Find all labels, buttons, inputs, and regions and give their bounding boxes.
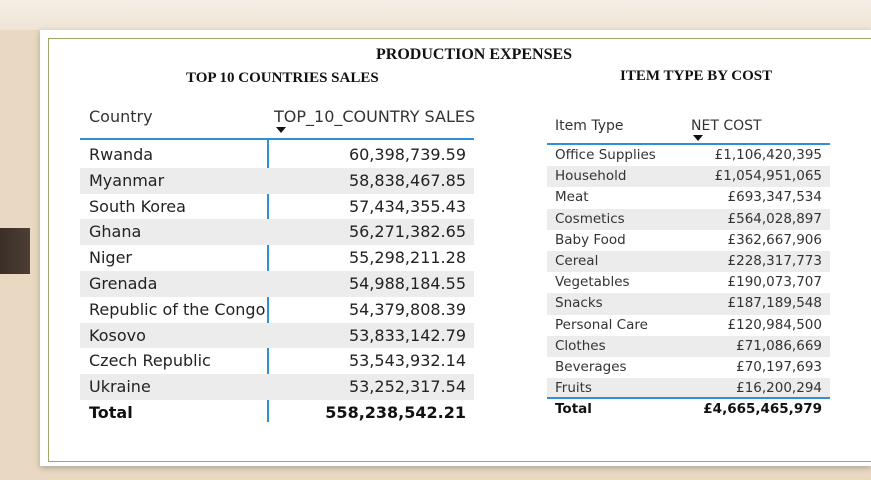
item-cost: £71,086,669 — [736, 337, 822, 354]
country-sales: 54,379,808.39 — [348, 299, 466, 319]
country-sales: 53,252,317.54 — [348, 377, 466, 397]
total-row: Total 558,238,542.21 — [80, 400, 474, 426]
table-row[interactable]: Ghana 56,271,382.65 — [80, 219, 474, 246]
countries-title: TOP 10 COUNTRIES SALES — [186, 70, 379, 86]
item-type: Cereal — [555, 253, 599, 269]
country-sales: 53,543,932.14 — [348, 351, 466, 371]
table-row[interactable]: Vegetables £190,073,707 — [547, 272, 830, 293]
item-cost: £564,028,897 — [727, 210, 822, 227]
total-row: Total £4,665,465,979 — [547, 396, 830, 420]
sort-desc-icon[interactable] — [693, 135, 703, 141]
table-row[interactable]: Rwanda 60,398,739.59 — [80, 142, 474, 168]
country-name: Ukraine — [89, 377, 151, 397]
countries-table: Country TOP_10_COUNTRY SALES Rwanda 60,3… — [80, 100, 476, 426]
item-cost: £16,200,294 — [736, 380, 822, 397]
items-table: Item Type NET COST Office Supplies £1,10… — [547, 112, 830, 418]
country-name: South Korea — [89, 196, 186, 216]
country-name: Niger — [89, 248, 132, 268]
background-top — [0, 0, 871, 30]
table-row[interactable]: Grenada 54,988,184.55 — [80, 271, 474, 297]
table-row[interactable]: South Korea 57,434,355.43 — [80, 194, 474, 220]
item-cost: £693,347,534 — [727, 189, 822, 206]
page-title: PRODUCTION EXPENSES — [376, 46, 573, 63]
table-row[interactable]: Meat £693,347,534 — [547, 187, 830, 208]
table-row[interactable]: Office Supplies £1,106,420,395 — [547, 145, 830, 166]
table-row[interactable]: Snacks £187,189,548 — [547, 293, 830, 315]
country-sales: 55,298,211.28 — [348, 248, 466, 268]
item-cost: £120,984,500 — [727, 316, 822, 333]
country-sales: 57,434,355.43 — [348, 196, 466, 216]
country-sales: 58,838,467.85 — [348, 170, 466, 190]
items-title: ITEM TYPE BY COST — [620, 68, 773, 84]
table-row[interactable]: Beverages £70,197,693 — [547, 357, 830, 378]
table-row[interactable]: Clothes £71,086,669 — [547, 335, 830, 357]
table-row[interactable]: Personal Care £120,984,500 — [547, 315, 830, 336]
item-cost: £1,106,420,395 — [714, 147, 822, 163]
total-label: Total — [89, 402, 133, 422]
total-value: £4,665,465,979 — [703, 400, 822, 417]
item-cost: £1,054,951,065 — [714, 168, 822, 185]
column-header-net-cost[interactable]: NET COST — [691, 118, 762, 134]
items-table-header: Item Type NET COST — [547, 112, 830, 145]
country-name: Grenada — [89, 274, 158, 293]
item-type: Meat — [555, 189, 589, 206]
item-type: Fruits — [555, 380, 592, 397]
slide-frame — [48, 38, 871, 462]
item-type: Baby Food — [555, 231, 626, 248]
country-sales: 56,271,382.65 — [348, 222, 466, 242]
table-row[interactable]: Ukraine 53,252,317.54 — [80, 374, 474, 400]
item-cost: £70,197,693 — [736, 359, 822, 375]
item-type: Clothes — [555, 337, 606, 354]
column-header-country[interactable]: Country — [89, 107, 153, 126]
item-type: Household — [555, 168, 627, 185]
countries-table-header: Country TOP_10_COUNTRY SALES — [80, 100, 476, 140]
table-row[interactable]: Cereal £228,317,773 — [547, 251, 830, 273]
table-row[interactable]: Baby Food £362,667,906 — [547, 230, 830, 251]
country-name: Kosovo — [89, 325, 146, 345]
item-type: Office Supplies — [555, 147, 656, 163]
table-row[interactable]: Household £1,054,951,065 — [547, 166, 830, 188]
item-type: Vegetables — [555, 274, 630, 291]
column-header-sales[interactable]: TOP_10_COUNTRY SALES — [274, 107, 476, 126]
country-sales: 54,988,184.55 — [348, 274, 466, 293]
country-sales: 53,833,142.79 — [348, 325, 466, 345]
table-row[interactable]: Fruits £16,200,294 — [547, 378, 830, 400]
item-type: Personal Care — [555, 316, 648, 333]
table-row[interactable]: Cosmetics £564,028,897 — [547, 208, 830, 230]
country-sales: 60,398,739.59 — [348, 145, 466, 164]
column-header-item-type[interactable]: Item Type — [555, 118, 624, 134]
table-row[interactable]: Czech Republic 53,543,932.14 — [80, 348, 474, 374]
item-cost: £362,667,906 — [727, 231, 822, 248]
item-cost: £228,317,773 — [727, 253, 822, 269]
item-cost: £190,073,707 — [727, 274, 822, 291]
item-type: Snacks — [555, 295, 603, 312]
total-value: 558,238,542.21 — [325, 402, 466, 422]
table-row[interactable]: Republic of the Congo 54,379,808.39 — [80, 297, 474, 323]
country-name: Ghana — [89, 222, 142, 242]
country-name: Myanmar — [89, 170, 165, 190]
item-cost: £187,189,548 — [727, 295, 822, 312]
table-row[interactable]: Myanmar 58,838,467.85 — [80, 167, 474, 194]
table-row[interactable]: Kosovo 53,833,142.79 — [80, 322, 474, 349]
item-type: Cosmetics — [555, 210, 625, 227]
sort-desc-icon[interactable] — [276, 127, 286, 133]
total-label: Total — [555, 400, 592, 417]
left-clip — [0, 228, 30, 274]
item-type: Beverages — [555, 359, 627, 375]
country-name: Rwanda — [89, 145, 154, 164]
country-name: Republic of the Congo — [89, 299, 266, 319]
table-row[interactable]: Niger 55,298,211.28 — [80, 245, 474, 271]
country-name: Czech Republic — [89, 351, 211, 371]
